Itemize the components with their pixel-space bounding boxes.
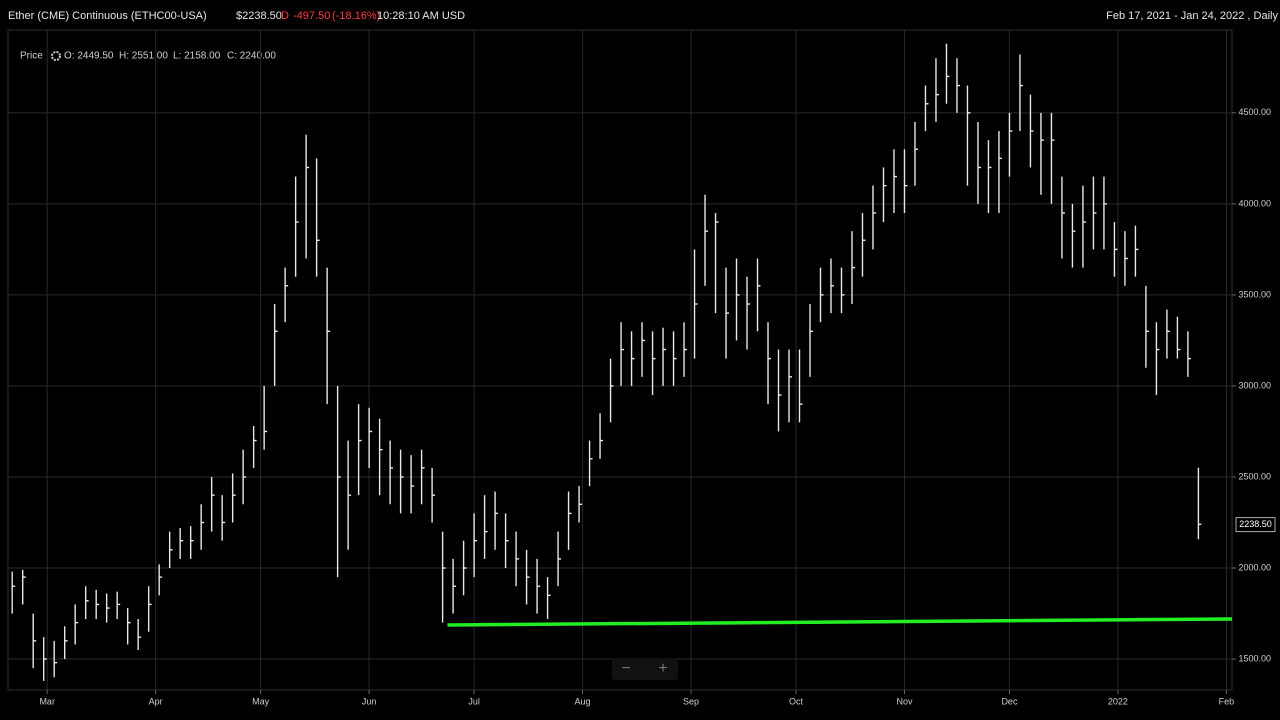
flag: D (281, 10, 289, 22)
instrument-title: Ether (CME) Continuous (ETHC00-USA) (8, 10, 207, 22)
plot-frame (7, 29, 1233, 691)
zoom-out-button[interactable]: − (621, 660, 630, 677)
legend-high: H: 2551.00 (119, 51, 168, 62)
price-tag (1235, 517, 1276, 533)
zoom-bar (612, 658, 678, 680)
legend-close: C: 2240.00 (227, 51, 276, 62)
date-range: Feb 17, 2021 - Jan 24, 2022 , Daily (1106, 10, 1278, 22)
legend-label: Price (20, 51, 43, 62)
zoom-in-button[interactable]: + (658, 660, 667, 677)
x-tick-label: Dec (1001, 696, 1018, 706)
x-tick-label: Jul (468, 696, 480, 706)
y-tick-label: 4500.00 (1238, 107, 1271, 117)
percent-change: (-18.16%) (332, 10, 380, 22)
legend-open: O: 2449.50 (64, 51, 114, 62)
y-tick-label: 3000.00 (1238, 380, 1271, 390)
x-tick-label: Jun (362, 696, 377, 706)
x-tick-label: Oct (789, 696, 804, 706)
x-tick-label: Nov (896, 696, 913, 706)
price-tag-label: 2238.50 (1239, 519, 1272, 529)
y-tick-label: 4000.00 (1238, 198, 1271, 208)
y-tick-label: 2000.00 (1238, 562, 1271, 572)
settings-icon[interactable] (51, 51, 61, 61)
marks: 1500.00 2000.00 2500.00 3000.00 3500.00 4000.… (8, 30, 1276, 706)
y-tick-label: 2500.00 (1238, 471, 1271, 481)
last-price: $2238.50 (236, 10, 282, 22)
y-tick-label: 1500.00 (1238, 653, 1271, 663)
x-tick-label: Apr (149, 696, 163, 706)
y-tick-label: 3500.00 (1238, 289, 1271, 299)
quote-time: 10:28:10 AM USD (377, 10, 465, 22)
x-tick-label: Aug (575, 696, 591, 706)
price-change: -497.50 (293, 10, 330, 22)
x-tick-label: Sep (683, 696, 699, 706)
x-tick-label: 2022 (1108, 696, 1128, 706)
legend-low: L: 2158.00 (173, 51, 221, 62)
x-tick-label: Mar (39, 696, 55, 706)
trendline (447, 617, 1233, 627)
x-tick-label: Feb (1219, 696, 1235, 706)
x-tick-label: May (252, 696, 270, 706)
